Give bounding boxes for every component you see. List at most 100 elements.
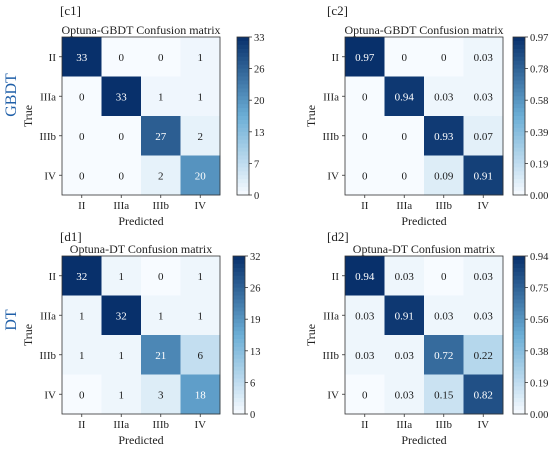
heatmap-cell bbox=[180, 256, 221, 296]
colorbar-segment bbox=[237, 167, 249, 172]
colorbar-segment bbox=[513, 410, 525, 415]
heatmap-cell bbox=[384, 374, 425, 415]
heatmap-cell bbox=[345, 155, 385, 196]
colorbar-segment bbox=[233, 299, 245, 304]
matrix-title: Optuna-DT Confusion matrix bbox=[70, 242, 212, 256]
colorbar-segment bbox=[513, 37, 525, 42]
colorbar-segment bbox=[513, 52, 525, 58]
y-tick-label: IV bbox=[44, 170, 56, 182]
colorbar-segment bbox=[513, 382, 525, 387]
cell-value-label: 1 bbox=[198, 52, 204, 64]
colorbar-segment bbox=[233, 410, 245, 415]
cell-value-label: 1 bbox=[119, 271, 125, 283]
colorbar-segment bbox=[513, 374, 525, 379]
colorbar-segment bbox=[237, 143, 249, 149]
colorbar-segment bbox=[233, 398, 245, 403]
colorbar-segment bbox=[513, 179, 525, 184]
colorbar-segment bbox=[233, 350, 245, 356]
colorbar-segment bbox=[233, 406, 245, 411]
cell-value-label: 0.82 bbox=[474, 389, 493, 401]
heatmap-cell bbox=[180, 295, 221, 336]
cell-value-label: 0.03 bbox=[434, 310, 454, 322]
colorbar-segment bbox=[233, 311, 245, 316]
heatmap-cell bbox=[384, 155, 425, 196]
heatmap-cell bbox=[384, 37, 425, 77]
colorbar-segment bbox=[513, 267, 525, 273]
colorbar-segment bbox=[237, 183, 249, 188]
x-tick-label: IIIa bbox=[113, 200, 129, 212]
cell-value-label: 1 bbox=[158, 91, 164, 103]
heatmap-cell bbox=[424, 76, 464, 117]
y-tick-label: IIIa bbox=[40, 91, 56, 103]
matrix-frame bbox=[61, 255, 221, 415]
colorbar-segment bbox=[513, 187, 525, 192]
x-axis-label: Predicted bbox=[401, 433, 446, 447]
cell-value-label: 0.93 bbox=[434, 131, 454, 143]
colorbar-segment bbox=[513, 398, 525, 403]
heatmap-cell bbox=[463, 256, 504, 296]
cell-value-label: 0 bbox=[79, 131, 85, 143]
heatmap-cell bbox=[384, 116, 425, 156]
heatmap-cell bbox=[463, 374, 504, 415]
heatmap-cell bbox=[180, 76, 221, 117]
colorbar-segment bbox=[513, 127, 525, 133]
colorbar-segment bbox=[513, 307, 525, 312]
heatmap-cell bbox=[424, 155, 464, 196]
cell-value-label: 0 bbox=[402, 52, 408, 64]
cell-value-label: 0.22 bbox=[474, 350, 493, 362]
colorbar-segment bbox=[237, 64, 249, 70]
x-tick-label: IIIb bbox=[153, 419, 170, 431]
cell-value-label: 0 bbox=[441, 271, 447, 283]
panel-1: [c2] Optuna-GBDT Confusion matrix 0.97 0 0 0.… bbox=[304, 3, 548, 228]
colorbar-segment bbox=[513, 100, 525, 105]
cell-value-label: 0 bbox=[158, 271, 164, 283]
heatmap-cell bbox=[101, 256, 142, 296]
colorbar-segment bbox=[513, 191, 525, 196]
colorbar-segment bbox=[513, 303, 525, 308]
colorbar-segment bbox=[513, 183, 525, 188]
panel-label: [c1] bbox=[60, 3, 81, 18]
colorbar-tick-label: 20 bbox=[254, 96, 265, 107]
colorbar-segment bbox=[513, 139, 525, 145]
colorbar-segment bbox=[237, 135, 249, 141]
colorbar-segment bbox=[513, 155, 525, 160]
colorbar-segment bbox=[237, 171, 249, 176]
colorbar-tick-label: 26 bbox=[250, 284, 261, 295]
y-tick-label: IIIb bbox=[40, 350, 57, 362]
cell-value-label: 0.03 bbox=[474, 310, 494, 322]
colorbar-segment bbox=[513, 147, 525, 153]
cell-value-label: 0 bbox=[362, 91, 368, 103]
heatmap-cell bbox=[345, 76, 385, 117]
colorbar-tick-label: 33 bbox=[254, 33, 265, 44]
heatmap-cell bbox=[463, 335, 504, 375]
cell-value-label: 0.03 bbox=[355, 350, 375, 362]
colorbar-segment bbox=[513, 167, 525, 172]
cell-value-label: 0.03 bbox=[395, 389, 415, 401]
heatmap-cell bbox=[141, 256, 181, 296]
colorbar-segment bbox=[237, 80, 249, 85]
colorbar-segment bbox=[233, 378, 245, 383]
colorbar-frame bbox=[236, 36, 250, 196]
colorbar-segment bbox=[237, 175, 249, 180]
cell-value-label: 2 bbox=[198, 131, 204, 143]
colorbar-segment bbox=[513, 358, 525, 364]
colorbar-segment bbox=[237, 151, 249, 156]
colorbar-segment bbox=[233, 267, 245, 273]
colorbar-segment bbox=[233, 319, 245, 324]
colorbar-segment bbox=[237, 68, 249, 74]
heatmap-cell bbox=[345, 295, 385, 336]
colorbar-segment bbox=[513, 159, 525, 164]
x-axis-label: Predicted bbox=[401, 214, 446, 228]
colorbar-tick-label: 0.39 bbox=[530, 128, 548, 139]
heatmap-cell bbox=[345, 37, 385, 77]
colorbar-segment bbox=[513, 151, 525, 156]
heatmap-cell bbox=[463, 155, 504, 196]
colorbar-segment bbox=[237, 127, 249, 133]
cell-value-label: 32 bbox=[116, 310, 127, 322]
colorbar-segment bbox=[513, 68, 525, 74]
colorbar-segment bbox=[233, 382, 245, 387]
colorbar-segment bbox=[233, 307, 245, 312]
panel-label: [d1] bbox=[60, 229, 82, 244]
colorbar-segment bbox=[233, 342, 245, 348]
colorbar-segment bbox=[513, 131, 525, 137]
